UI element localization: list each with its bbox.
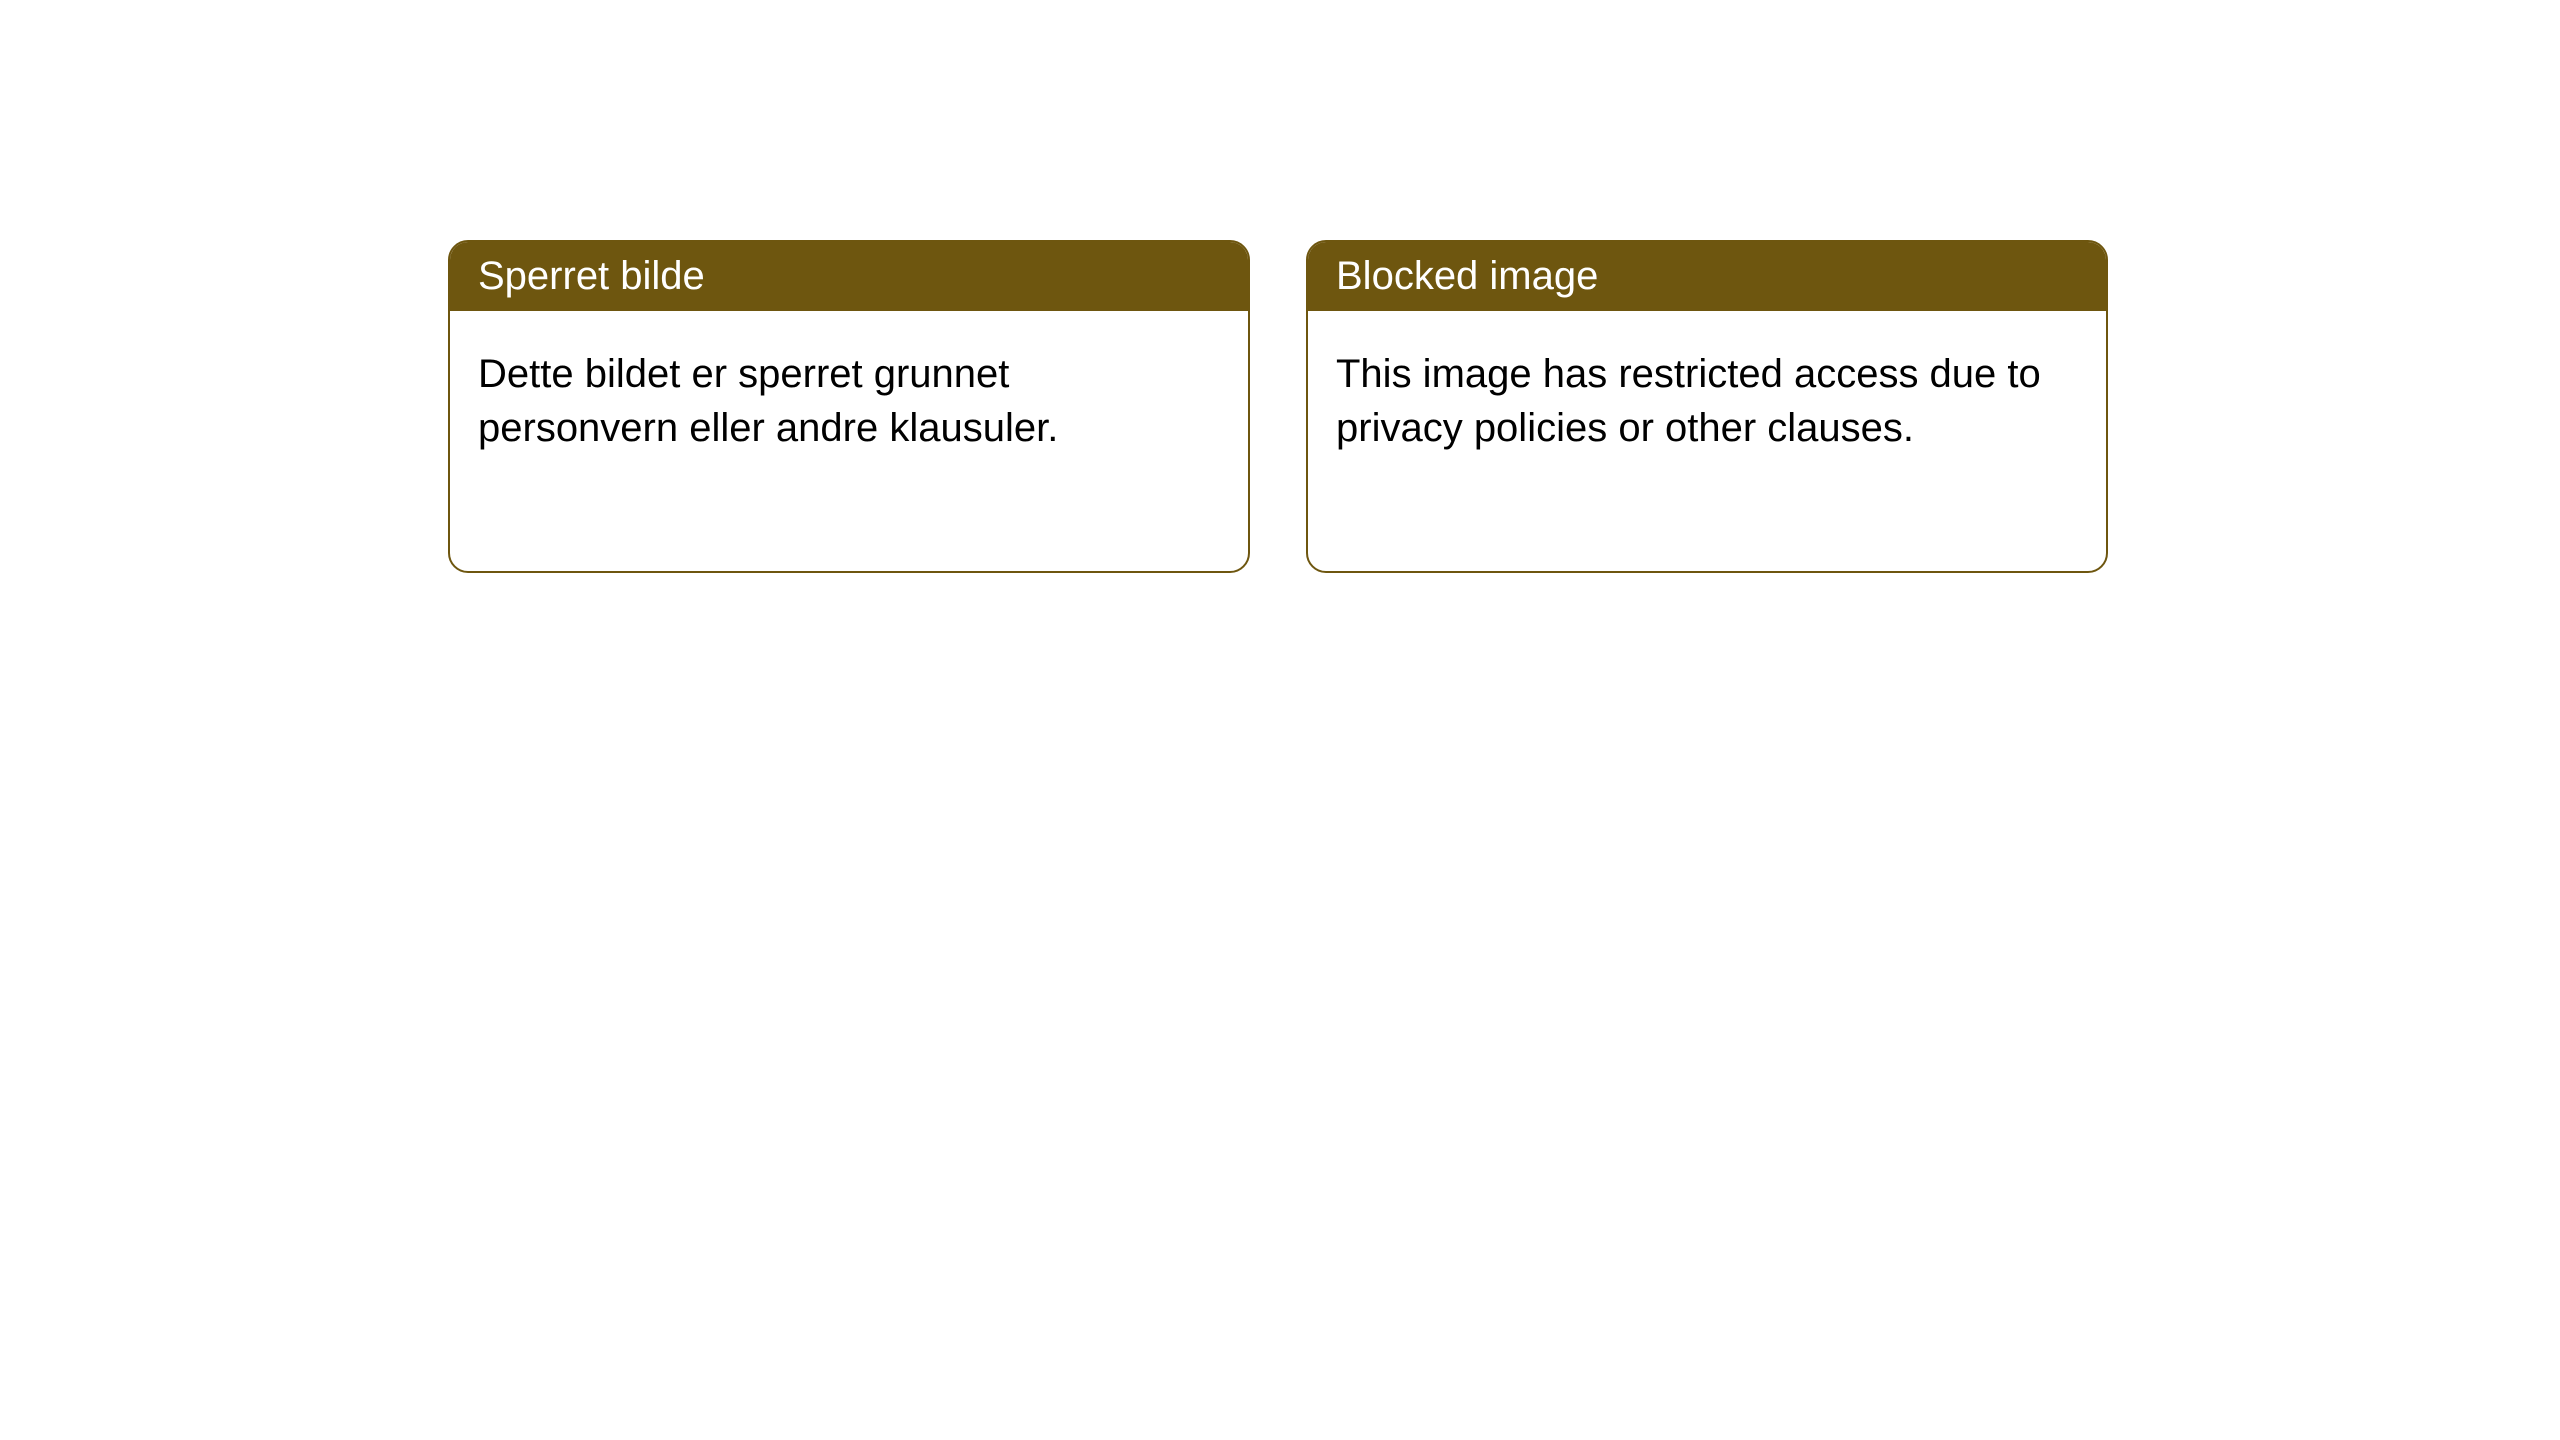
notice-container: Sperret bilde Dette bildet er sperret gr… xyxy=(448,240,2108,573)
card-body: Dette bildet er sperret grunnet personve… xyxy=(450,311,1248,571)
blocked-image-card-en: Blocked image This image has restricted … xyxy=(1306,240,2108,573)
card-header: Blocked image xyxy=(1308,242,2106,311)
card-header: Sperret bilde xyxy=(450,242,1248,311)
card-body: This image has restricted access due to … xyxy=(1308,311,2106,571)
blocked-image-card-no: Sperret bilde Dette bildet er sperret gr… xyxy=(448,240,1250,573)
